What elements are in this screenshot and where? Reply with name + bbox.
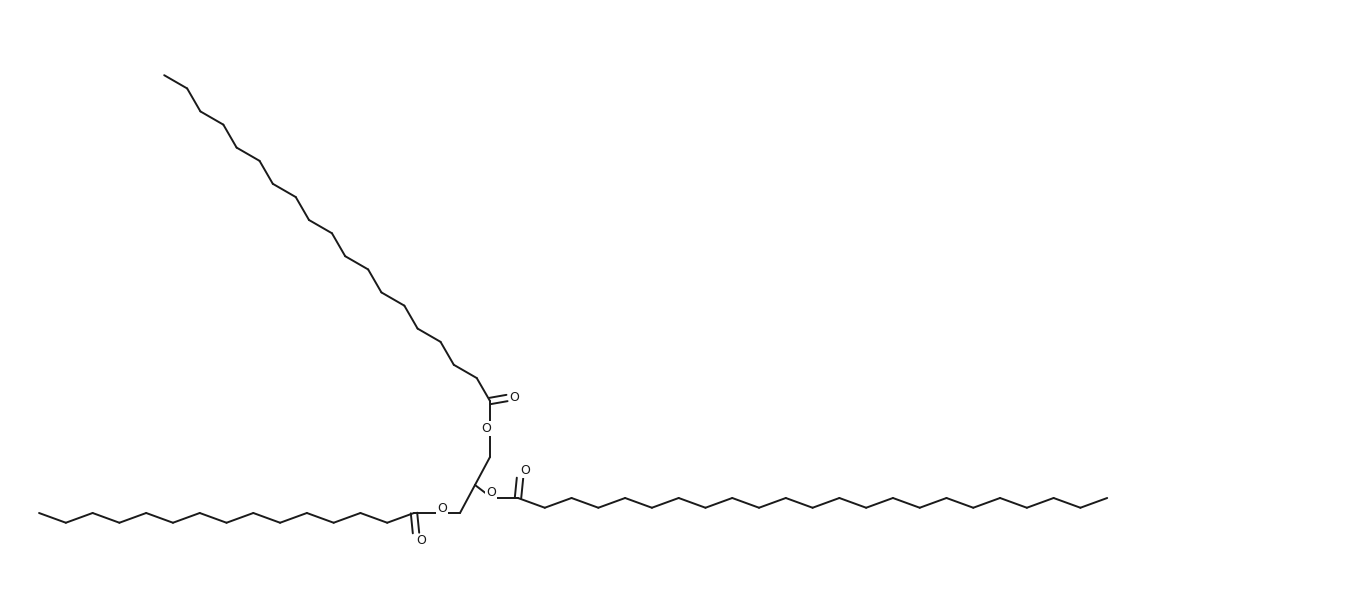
Text: O: O: [520, 463, 530, 477]
Text: O: O: [509, 390, 520, 403]
Text: O: O: [481, 422, 492, 435]
Text: O: O: [416, 534, 426, 548]
Text: O: O: [437, 501, 447, 515]
Text: O: O: [486, 487, 496, 499]
